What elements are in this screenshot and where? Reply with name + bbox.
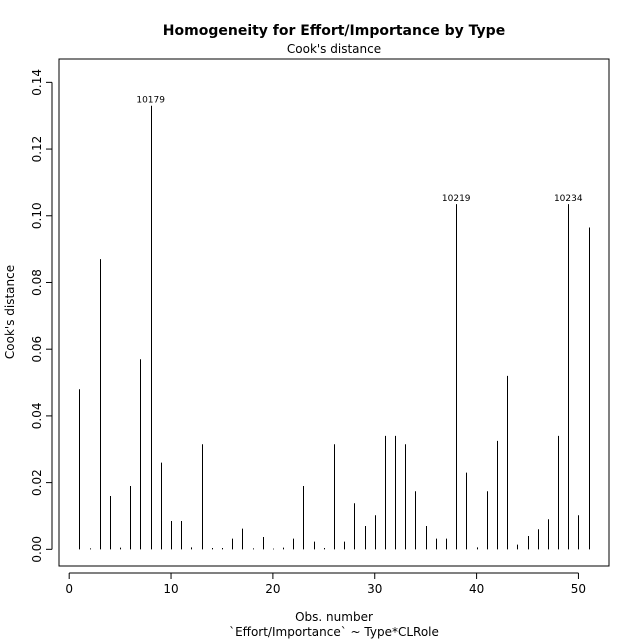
x-axis-label: Obs. number bbox=[295, 610, 373, 624]
x-tick-label: 0 bbox=[65, 582, 73, 596]
x-tick-label: 30 bbox=[367, 582, 382, 596]
x-tick-label: 10 bbox=[163, 582, 178, 596]
y-axis: 0.00 0.02 0.04 0.06 0.08 0.10 0.12 0.14 bbox=[30, 69, 53, 563]
y-tick-label: 0.00 bbox=[30, 536, 44, 563]
y-tick-label: 0.04 bbox=[30, 403, 44, 430]
x-axis-sublabel: `Effort/Importance` ~ Type*CLRole bbox=[229, 625, 439, 639]
y-tick-label: 0.08 bbox=[30, 269, 44, 296]
outlier-label: 10179 bbox=[136, 96, 165, 106]
x-tick-label: 20 bbox=[265, 582, 280, 596]
chart-subtitle: Cook's distance bbox=[287, 42, 381, 56]
y-tick-label: 0.02 bbox=[30, 469, 44, 496]
y-tick-label: 0.14 bbox=[30, 69, 44, 96]
x-axis: 0 10 20 30 40 50 bbox=[65, 572, 586, 596]
y-tick-label: 0.12 bbox=[30, 136, 44, 163]
x-tick-label: 40 bbox=[469, 582, 484, 596]
y-tick-label: 0.06 bbox=[30, 336, 44, 363]
annotations: 10179 10219 10234 bbox=[136, 96, 582, 204]
x-tick-label: 50 bbox=[571, 582, 586, 596]
plot-frame bbox=[58, 58, 610, 567]
spikes bbox=[79, 105, 590, 550]
outlier-label: 10219 bbox=[442, 194, 471, 204]
y-axis-label: Cook's distance bbox=[3, 265, 17, 359]
y-tick-label: 0.10 bbox=[30, 202, 44, 229]
chart-title: Homogeneity for Effort/Importance by Typ… bbox=[163, 23, 505, 39]
outlier-label: 10234 bbox=[554, 194, 583, 204]
